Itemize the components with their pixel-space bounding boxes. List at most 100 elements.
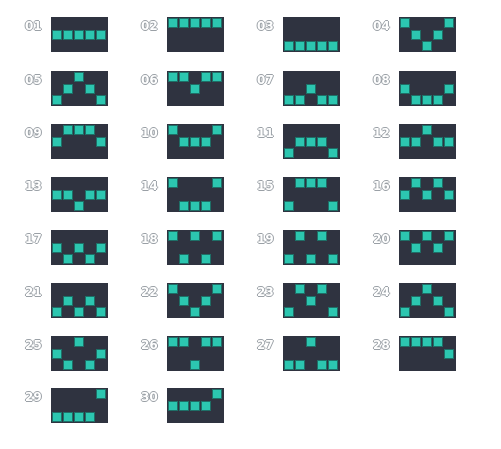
pattern-box — [167, 71, 224, 106]
pattern-square — [179, 136, 189, 147]
pattern-square — [400, 189, 410, 200]
pattern-square — [295, 231, 305, 241]
pattern-square — [422, 231, 432, 241]
pattern-square — [400, 18, 410, 28]
pattern-square — [212, 18, 222, 28]
pattern-square — [63, 254, 73, 264]
pattern-square — [295, 178, 305, 188]
pattern-box — [51, 177, 108, 212]
pattern-square — [74, 125, 84, 135]
pattern-square — [422, 189, 432, 200]
pattern-square — [85, 125, 95, 135]
pattern-square — [96, 242, 106, 253]
pattern-square — [444, 189, 454, 200]
pattern-square — [52, 307, 62, 317]
pattern-box — [399, 177, 456, 212]
pattern-square — [85, 360, 95, 370]
pattern-square — [52, 95, 62, 105]
pattern-number: 28 — [373, 338, 390, 352]
pattern-square — [411, 242, 421, 253]
pattern-number: 05 — [25, 73, 42, 87]
pattern-square — [63, 125, 73, 135]
pattern-number: 04 — [373, 19, 390, 33]
pattern-box — [167, 283, 224, 318]
pattern-number: 23 — [257, 285, 274, 299]
pattern-square — [411, 95, 421, 105]
pattern-square — [190, 307, 200, 317]
pattern-number: 29 — [25, 390, 42, 404]
pattern-number: 20 — [373, 232, 390, 246]
pattern-square — [212, 337, 222, 347]
pattern-number: 26 — [141, 338, 158, 352]
pattern-square — [85, 83, 95, 94]
pattern-square — [422, 125, 432, 135]
pattern-square — [400, 136, 410, 147]
pattern-box — [51, 230, 108, 265]
pattern-box — [283, 283, 340, 318]
pattern-square — [328, 201, 338, 211]
pattern-square — [201, 136, 211, 147]
pattern-square — [201, 254, 211, 264]
pattern-square — [85, 29, 95, 40]
pattern-square — [433, 295, 443, 306]
pattern-square — [190, 400, 200, 411]
pattern-box — [167, 17, 224, 52]
pattern-square — [317, 178, 327, 188]
pattern-number: 16 — [373, 179, 390, 193]
pattern-box — [51, 17, 108, 52]
pattern-number: 24 — [373, 285, 390, 299]
pattern-square — [411, 136, 421, 147]
pattern-square — [190, 231, 200, 241]
pattern-square — [179, 295, 189, 306]
pattern-square — [306, 295, 316, 306]
pattern-square — [190, 360, 200, 370]
pattern-square — [96, 189, 106, 200]
pattern-box — [51, 283, 108, 318]
pattern-number: 27 — [257, 338, 274, 352]
pattern-square — [168, 284, 178, 294]
pattern-square — [433, 29, 443, 40]
pattern-square — [179, 400, 189, 411]
pattern-square — [52, 412, 62, 422]
pattern-square — [411, 295, 421, 306]
pattern-square — [328, 41, 338, 51]
pattern-square — [328, 148, 338, 158]
pattern-square — [444, 307, 454, 317]
pattern-square — [212, 178, 222, 188]
pattern-square — [317, 136, 327, 147]
pattern-square — [201, 337, 211, 347]
pattern-square — [444, 18, 454, 28]
pattern-box — [51, 71, 108, 106]
pattern-number: 19 — [257, 232, 274, 246]
pattern-square — [179, 72, 189, 82]
pattern-square — [212, 389, 222, 399]
pattern-square — [212, 125, 222, 135]
pattern-square — [190, 201, 200, 211]
pattern-square — [168, 72, 178, 82]
pattern-square — [411, 29, 421, 40]
pattern-box — [399, 17, 456, 52]
pattern-number: 17 — [25, 232, 42, 246]
pattern-box — [167, 336, 224, 371]
pattern-square — [433, 337, 443, 347]
pattern-square — [179, 18, 189, 28]
pattern-square — [74, 307, 84, 317]
pattern-square — [433, 178, 443, 188]
pattern-square — [422, 95, 432, 105]
pattern-square — [317, 284, 327, 294]
pattern-square — [306, 254, 316, 264]
pattern-square — [444, 136, 454, 147]
pattern-square — [168, 178, 178, 188]
pattern-box — [167, 177, 224, 212]
pattern-square — [201, 295, 211, 306]
pattern-square — [400, 231, 410, 241]
pattern-square — [63, 412, 73, 422]
pattern-number: 11 — [257, 126, 274, 140]
pattern-square — [52, 136, 62, 147]
pattern-square — [190, 136, 200, 147]
pattern-square — [74, 29, 84, 40]
pattern-square — [433, 136, 443, 147]
pattern-number: 10 — [141, 126, 158, 140]
pattern-number: 30 — [141, 390, 158, 404]
pattern-square — [63, 189, 73, 200]
